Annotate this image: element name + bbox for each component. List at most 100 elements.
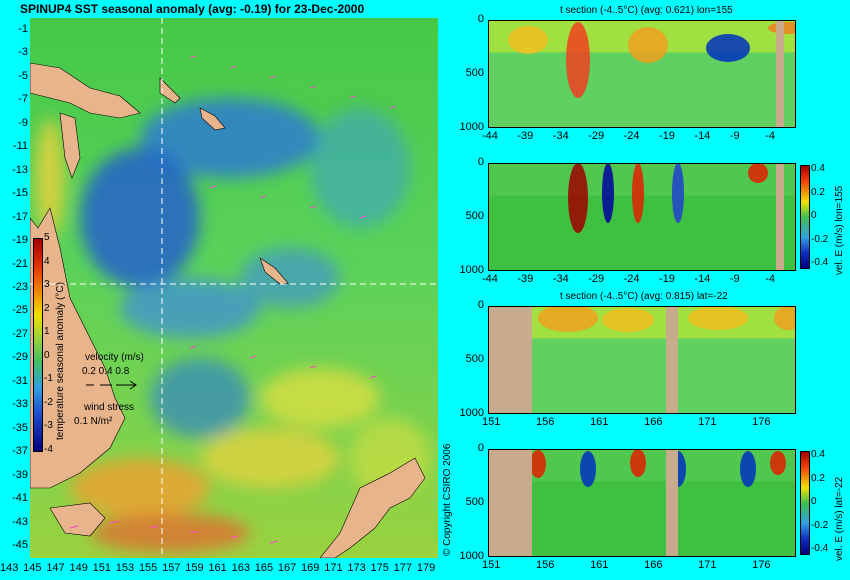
lon-tick-label: 145 (23, 562, 42, 574)
lat-tick-label: -45 (12, 539, 28, 552)
lat-tick-label: -25 (12, 304, 28, 317)
depth-tick-label: 1000 (459, 121, 484, 133)
velocity-colorbar-tick: 0 (811, 210, 817, 221)
velocity-colorbar-tick: -0.4 (811, 543, 829, 554)
section-x-tick-label: -29 (588, 130, 605, 142)
lon-tick-label: 149 (69, 562, 88, 574)
section-x-tick-label: -19 (659, 130, 675, 142)
depth-tick-label: 0 (477, 442, 484, 454)
temperature-section-plot (488, 20, 796, 128)
sst-colorbar (33, 238, 43, 452)
lon-tick-label: 167 (277, 562, 297, 574)
lat-tick-label: -3 (18, 46, 28, 59)
colorbar-tick-label: 0 (44, 349, 50, 361)
section-x-tick-label: 171 (698, 559, 717, 571)
velocity-colorbar-tick: 0.4 (811, 449, 825, 460)
lat-axis: -1 -3 -5 -7 -9 -11 -13 -15 -17 -19 -21 -23 -25 -27 -29… (2, 18, 30, 558)
lon-tick-label: 173 (347, 562, 366, 574)
velocity-colorbar-tick: 0 (811, 496, 817, 507)
section-x-tick-label: 156 (536, 559, 555, 571)
lon-tick-label: 175 (370, 562, 389, 574)
section-x-tick-label: -39 (517, 273, 534, 285)
colorbar-tick-label: 4 (44, 255, 50, 267)
wind-legend-value: 0.1 N/m² (74, 416, 113, 427)
lon-tick-label: 161 (208, 562, 227, 574)
lon-tick-label: 177 (393, 562, 413, 574)
depth-tick-label: 0 (477, 299, 484, 311)
section-x-tick-label: -19 (659, 273, 675, 285)
section-x-tick-label: 156 (536, 416, 555, 428)
lat-tick-label: -27 (12, 327, 28, 340)
section-x-tick-label: 161 (590, 416, 609, 428)
temperature-section-plot (488, 306, 796, 414)
depth-tick-label: 1000 (459, 264, 484, 276)
section-x-tick-label: -34 (552, 130, 569, 142)
velocity-colorbar (800, 451, 810, 555)
section-x-tick-label: -34 (552, 273, 569, 285)
lon-tick-label: 171 (324, 562, 343, 574)
depth-tick-label: 500 (465, 353, 484, 365)
section-x-tick-label: 151 (482, 416, 501, 428)
depth-tick-label: 1000 (459, 407, 484, 419)
section-title: t section (-4..5°C) (avg: 0.815) lat=-22 (560, 291, 728, 302)
lat-tick-label: -35 (12, 421, 28, 434)
depth-tick-label: 500 (465, 496, 484, 508)
sst-anomaly-map (30, 18, 438, 558)
section-title: t section (-4..5°C) (avg: 0.621) lon=155 (560, 5, 733, 16)
lat-tick-label: -29 (12, 351, 28, 364)
new-zealand-land (319, 457, 426, 558)
australia-land (30, 207, 126, 489)
lon-tick-label: 143 (0, 562, 19, 574)
cape-york-land (59, 112, 81, 179)
lat-tick-label: -21 (12, 257, 28, 270)
lon-tick-label: 179 (416, 562, 436, 574)
sst-colorbar-ticks: 5 4 3 2 1 0 -1 -2 -3 -4 (44, 232, 58, 455)
section-x-tick-label: -4 (765, 273, 775, 285)
section-x-tick-label: -24 (623, 130, 640, 142)
velocity-colorbar-tick: -0.2 (811, 233, 829, 245)
velocity-side-label: vel. E (m/s) lon=155 (834, 185, 845, 275)
lon-tick-label: 165 (254, 562, 274, 574)
colorbar-tick-label: -2 (44, 396, 53, 408)
depth-tick-label: 500 (465, 210, 484, 222)
lat-tick-label: -11 (12, 140, 28, 153)
section-x-tick-label: -9 (729, 130, 740, 142)
velocity-section-plot (488, 449, 796, 557)
lon-tick-label: 169 (301, 562, 320, 574)
section-x-tick-label: 151 (482, 559, 501, 571)
lat-tick-label: -31 (12, 374, 28, 387)
section-x-tick-label: 176 (752, 559, 771, 571)
section-x-tick-label: 171 (698, 416, 717, 428)
lat-tick-label: -7 (18, 93, 28, 106)
colorbar-tick-label: -1 (44, 373, 53, 385)
depth-tick-label: 0 (477, 156, 484, 168)
velocity-section-plot (488, 163, 796, 271)
wind-vectors (69, 55, 397, 544)
depth-tick-label: 500 (465, 67, 484, 79)
lat-tick-label: -23 (12, 281, 28, 293)
lat-tick-label: -33 (12, 398, 28, 411)
section-x-tick-label: -44 (482, 273, 498, 285)
velocity-legend-arrows (86, 380, 137, 390)
section-x-tick-label: -14 (694, 130, 711, 142)
colorbar-tick-label: -3 (44, 420, 53, 432)
lon-tick-label: 153 (115, 562, 135, 574)
velocity-legend-title: velocity (m/s) (85, 352, 144, 363)
lat-tick-label: -15 (12, 187, 28, 200)
lon-tick-label: 159 (185, 562, 204, 574)
lat-tick-label: -19 (12, 234, 28, 247)
section-x-tick-label: -14 (694, 273, 711, 285)
velocity-colorbar-tick: 0.4 (811, 163, 825, 174)
section-x-tick-label: -4 (765, 130, 775, 142)
colorbar-tick-label: 5 (44, 232, 50, 243)
lat-tick-label: -43 (12, 515, 28, 528)
wind-legend-title: wind stress (84, 402, 135, 413)
velocity-colorbar-tick: -0.4 (811, 257, 829, 268)
lat-tick-label: -5 (18, 69, 28, 82)
colorbar-label: temperature seasonal anomaly (°C) (55, 282, 66, 440)
lat-tick-label: -39 (12, 468, 28, 481)
section-x-tick-label: 166 (644, 416, 663, 428)
lat-tick-label: -17 (12, 210, 28, 223)
lon-tick-label: 163 (231, 562, 250, 574)
tasmania-land (49, 502, 106, 537)
